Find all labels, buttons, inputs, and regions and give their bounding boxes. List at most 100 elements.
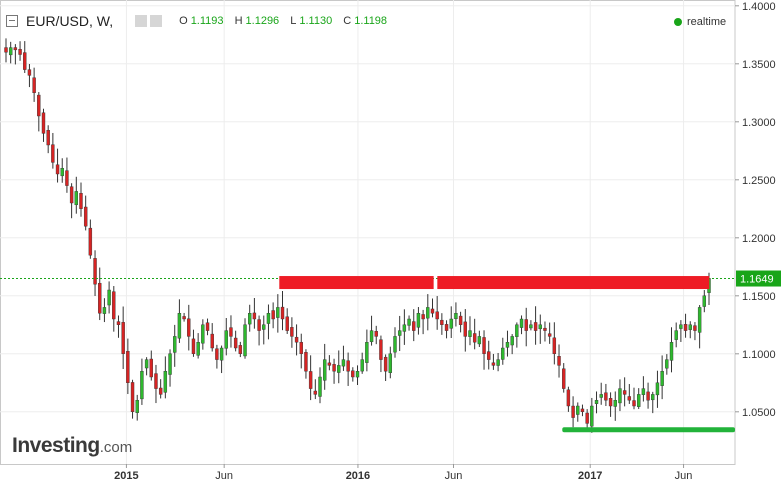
candle-body xyxy=(271,310,275,320)
candle-body xyxy=(102,307,107,314)
realtime-dot-icon xyxy=(674,18,682,26)
candle xyxy=(313,379,318,400)
candle xyxy=(435,296,439,330)
candle xyxy=(412,309,416,342)
candle xyxy=(346,352,350,386)
candle xyxy=(365,329,369,372)
candle xyxy=(327,355,332,371)
support-bar xyxy=(562,427,735,433)
candle-body xyxy=(510,336,514,346)
candle-body xyxy=(130,382,135,413)
candle xyxy=(93,250,97,296)
candle-body xyxy=(529,324,533,329)
candle-body xyxy=(482,337,486,354)
close-icon[interactable] xyxy=(150,15,163,27)
candle xyxy=(566,386,571,412)
candle xyxy=(4,38,8,63)
candle-body xyxy=(201,324,205,344)
candle xyxy=(599,382,603,405)
candle-body xyxy=(622,390,627,395)
candle xyxy=(655,370,660,408)
candle xyxy=(416,307,421,335)
low-label: L xyxy=(290,15,297,27)
realtime-indicator: realtime xyxy=(674,16,726,28)
candle-body xyxy=(379,339,383,360)
candle-body xyxy=(585,412,589,424)
candle-body xyxy=(463,321,467,337)
candle xyxy=(140,358,144,405)
candle-body xyxy=(655,382,660,396)
candle xyxy=(248,304,252,332)
candle xyxy=(449,306,453,338)
candle xyxy=(491,353,496,370)
x-tick-label: Jun xyxy=(215,470,233,482)
candle-body xyxy=(641,388,646,395)
candle-body xyxy=(4,47,8,53)
low-value: 1.1130 xyxy=(299,15,333,27)
candle xyxy=(13,44,18,65)
candle-body xyxy=(679,324,683,329)
candle xyxy=(590,397,594,433)
candle-body xyxy=(487,351,491,360)
candle xyxy=(669,327,674,373)
candle-body xyxy=(154,373,158,389)
candle-body xyxy=(233,337,238,349)
candle xyxy=(519,315,524,335)
candle xyxy=(538,314,542,344)
candle-body xyxy=(187,318,191,337)
x-tick-label: Jun xyxy=(445,470,463,482)
candle-body xyxy=(697,307,702,333)
candle-body xyxy=(674,330,678,340)
candle-body xyxy=(365,342,369,363)
candle xyxy=(121,306,125,370)
settings-icon[interactable] xyxy=(135,15,148,27)
candle-body xyxy=(576,405,580,415)
candle xyxy=(463,309,467,352)
candle xyxy=(529,320,533,331)
candle xyxy=(173,324,177,367)
candle-body xyxy=(468,330,472,337)
candle xyxy=(224,317,228,356)
resistance-bar xyxy=(437,276,710,290)
candle xyxy=(674,322,678,348)
candle xyxy=(426,294,430,331)
candle xyxy=(477,330,482,347)
y-tick-label: 1.0500 xyxy=(742,407,776,419)
x-tick-label: Jun xyxy=(675,470,693,482)
candle-body xyxy=(346,360,350,372)
candle-body xyxy=(355,371,360,378)
candle-body xyxy=(458,315,463,325)
candle-body xyxy=(308,371,313,389)
candle xyxy=(458,311,463,333)
candle-body xyxy=(416,313,421,328)
candle-body xyxy=(604,392,608,401)
candle-body xyxy=(519,318,524,328)
candle xyxy=(154,364,158,404)
candle-body xyxy=(149,358,153,378)
candle-body xyxy=(524,319,528,331)
candle-body xyxy=(397,330,402,336)
candle xyxy=(163,356,168,399)
candle-body xyxy=(646,391,650,401)
candle-body xyxy=(135,400,139,413)
y-tick-label: 1.3500 xyxy=(742,59,776,71)
collapse-box-icon[interactable] xyxy=(6,15,18,27)
candle xyxy=(702,290,707,313)
candle-body xyxy=(46,130,50,146)
candle-body xyxy=(257,319,261,331)
candle-body xyxy=(580,408,585,413)
candle xyxy=(468,316,472,346)
candle-body xyxy=(683,324,688,331)
candle xyxy=(693,322,697,341)
candle-body xyxy=(449,318,453,329)
candle xyxy=(421,309,425,335)
candle-body xyxy=(393,336,397,353)
candle xyxy=(393,327,397,358)
candle xyxy=(262,315,266,345)
candle-body xyxy=(74,191,79,206)
candle xyxy=(205,318,210,336)
candle-body xyxy=(608,398,613,407)
candle-body xyxy=(140,371,144,400)
candle-body xyxy=(121,322,125,354)
